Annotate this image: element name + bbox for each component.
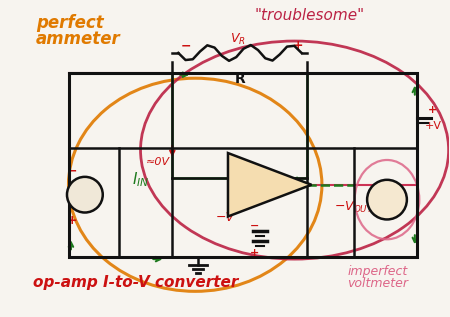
- Text: +: +: [230, 192, 242, 206]
- Text: +: +: [292, 40, 303, 53]
- Bar: [69, 73, 417, 257]
- Text: −: −: [250, 220, 260, 230]
- Circle shape: [67, 177, 103, 212]
- Text: −: −: [230, 164, 242, 178]
- Text: imperfect: imperfect: [347, 264, 408, 277]
- Text: $V_R$: $V_R$: [230, 31, 246, 47]
- Text: ammeter: ammeter: [36, 30, 121, 48]
- Text: +: +: [250, 248, 260, 258]
- Text: perfect: perfect: [36, 14, 104, 32]
- Circle shape: [367, 180, 407, 219]
- Text: +: +: [428, 106, 437, 115]
- Text: −: −: [181, 40, 192, 53]
- Text: −: −: [67, 165, 77, 178]
- Text: +: +: [67, 214, 77, 227]
- Text: DA: DA: [252, 177, 276, 192]
- Text: ≈0V: ≈0V: [146, 157, 171, 167]
- Text: op-amp I-to-V converter: op-amp I-to-V converter: [33, 275, 238, 290]
- Text: +V: +V: [425, 121, 442, 131]
- Text: "troublesome": "troublesome": [255, 8, 365, 23]
- Text: voltmeter: voltmeter: [347, 277, 408, 290]
- Text: V: V: [381, 191, 393, 209]
- Text: $I_{IN}$: $I_{IN}$: [132, 171, 149, 189]
- Text: $-V_{OUT}$: $-V_{OUT}$: [334, 200, 374, 215]
- Text: −V: −V: [216, 211, 234, 224]
- Polygon shape: [228, 153, 311, 217]
- Text: R: R: [234, 72, 245, 86]
